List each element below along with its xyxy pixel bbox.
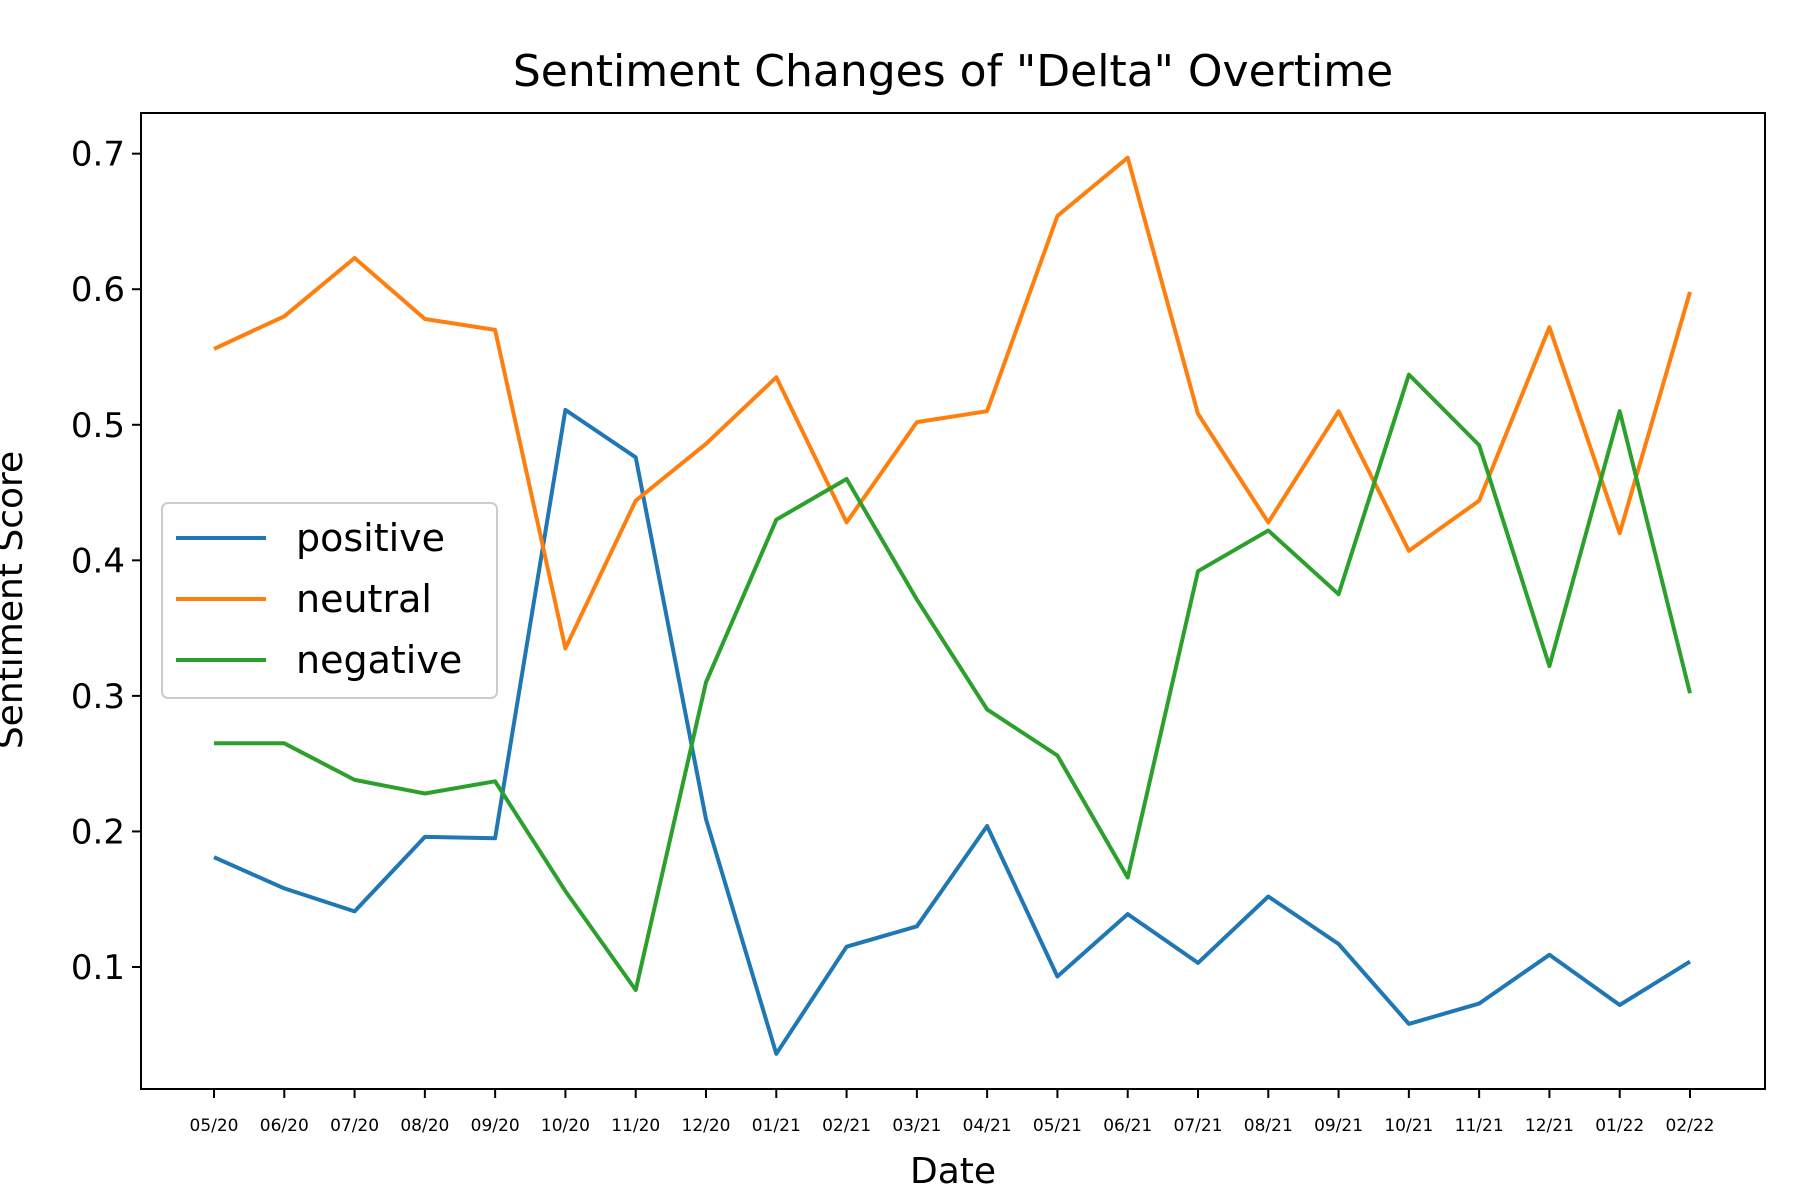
x-tick-label: 11/20 [611, 1116, 660, 1136]
y-axis-label: Sentiment Score [0, 451, 31, 749]
x-tick-label: 12/20 [682, 1116, 731, 1136]
series-line-neutral [213, 155, 1692, 651]
y-tick-label: 0.5 [71, 406, 125, 446]
x-tick-label: 08/21 [1244, 1116, 1293, 1136]
x-tick-label: 11/21 [1455, 1116, 1504, 1136]
plot-area: 0.1 0.2 0.3 0.4 0.5 0.6 0.7 05/20 06/20 07/20 08/2… [71, 112, 1766, 1136]
x-tick-label: 09/20 [471, 1116, 520, 1136]
y-tick-label: 0.7 [71, 135, 125, 175]
x-tick-label: 10/20 [541, 1116, 590, 1136]
x-tick-label: 10/21 [1384, 1116, 1433, 1136]
x-tick-label: 08/20 [400, 1116, 449, 1136]
x-tick-label: 06/21 [1103, 1116, 1152, 1136]
y-tick-label: 0.1 [71, 948, 125, 988]
x-tick-label: 07/21 [1174, 1116, 1223, 1136]
x-tick-label: 05/20 [190, 1116, 239, 1136]
x-tick-label: 02/22 [1666, 1116, 1715, 1136]
series-line-positive [213, 407, 1692, 1056]
y-tick-label: 0.4 [71, 541, 125, 581]
plot-frame [140, 112, 1766, 1090]
legend: positive neutral negative [161, 502, 498, 699]
y-tick-label: 0.6 [71, 270, 125, 310]
y-tick-label: 0.3 [71, 677, 125, 717]
legend-label-negative: negative [296, 638, 462, 682]
x-tick-label: 04/21 [963, 1116, 1012, 1136]
x-tick-label: 01/22 [1595, 1116, 1644, 1136]
y-tick-label: 0.2 [71, 812, 125, 852]
series-line-negative [214, 372, 1692, 992]
x-axis-label: Date [910, 1151, 996, 1192]
x-tick-label: 03/21 [892, 1116, 941, 1136]
x-tick-label: 01/21 [752, 1116, 801, 1136]
x-tick-label: 09/21 [1314, 1116, 1363, 1136]
x-tick-label: 06/20 [260, 1116, 309, 1136]
x-axis: 05/20 06/20 07/20 08/20 09/20 10/20 11/20 12/20… [190, 1089, 1715, 1136]
x-tick-label: 05/21 [1033, 1116, 1082, 1136]
legend-label-neutral: neutral [296, 577, 432, 621]
legend-label-positive: positive [296, 516, 445, 560]
x-tick-label: 02/21 [822, 1116, 871, 1136]
legend-box [161, 502, 498, 699]
y-axis: 0.1 0.2 0.3 0.4 0.5 0.6 0.7 [71, 135, 141, 988]
chart-title: Sentiment Changes of "Delta" Overtime [513, 46, 1393, 97]
x-tick-label: 07/20 [330, 1116, 379, 1136]
x-tick-label: 12/21 [1525, 1116, 1574, 1136]
